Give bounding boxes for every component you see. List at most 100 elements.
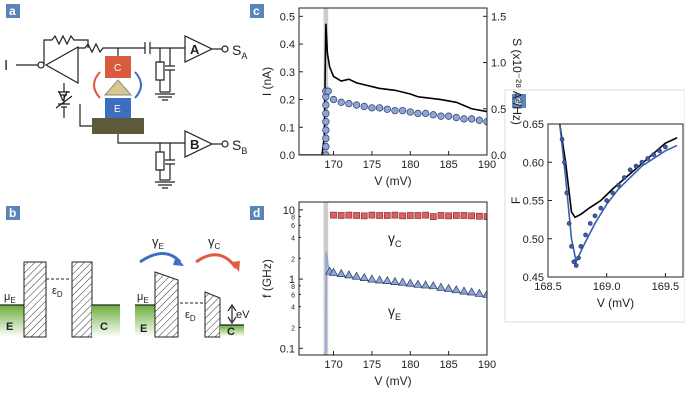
y-tick-label: 0.1 (280, 343, 295, 355)
marker (657, 148, 662, 154)
x-tick-label: 175 (363, 159, 381, 171)
label: μE (4, 291, 16, 305)
line (558, 124, 678, 219)
marker (651, 152, 657, 157)
marker (322, 134, 330, 143)
marker (352, 101, 361, 109)
annotation-sub: E (395, 312, 401, 322)
x-tick-label: 185 (439, 159, 457, 171)
marker (587, 221, 593, 226)
dot (103, 79, 133, 96)
x-tick-label: 169.0 (593, 281, 621, 293)
plot (323, 202, 487, 355)
label: E (140, 323, 147, 335)
marker (345, 211, 353, 219)
marker (368, 104, 376, 112)
marker (639, 159, 645, 165)
marker (578, 244, 584, 249)
annotation: γC (388, 230, 402, 249)
label: A (190, 42, 200, 57)
marker (328, 267, 339, 276)
marker (406, 212, 414, 219)
label: εD (52, 285, 63, 299)
x-tick-label: 168.5 (534, 281, 562, 293)
marker (324, 87, 332, 95)
marker (336, 268, 346, 277)
marker (482, 289, 487, 298)
label: eV (236, 309, 250, 321)
marker (437, 112, 445, 120)
label: C (227, 326, 235, 338)
marker (414, 109, 422, 118)
marker (576, 255, 581, 261)
marker (452, 212, 460, 219)
marker (337, 98, 345, 106)
label: E (6, 321, 13, 333)
circuit-diagram: I A SA C E V B SB (4, 34, 247, 189)
energy-diagram: μE εD E C eV γE γC μE εD E C (0, 234, 250, 338)
marker (399, 212, 406, 220)
marker (451, 285, 461, 294)
plot (558, 124, 678, 268)
x-axis-label: V (mV) (374, 174, 411, 188)
substrate (92, 118, 144, 134)
marker (663, 144, 668, 150)
marker (460, 115, 468, 123)
marker (367, 274, 377, 283)
marker (353, 212, 360, 219)
annotation: γE (388, 303, 401, 322)
marker (337, 212, 345, 219)
marker (474, 288, 484, 297)
marker (645, 156, 651, 161)
marker (467, 287, 477, 296)
panel-label: b (9, 206, 16, 220)
panel-label: e (515, 94, 522, 108)
marker (391, 211, 399, 219)
marker (398, 106, 407, 115)
marker (429, 111, 437, 119)
label: B (190, 137, 199, 152)
marker (329, 95, 338, 104)
marker (571, 259, 577, 265)
marker (566, 221, 572, 226)
label: I (4, 57, 8, 74)
label: C (114, 63, 121, 74)
marker (322, 143, 330, 151)
label: SB (232, 137, 247, 156)
x-tick-label: 180 (401, 159, 419, 171)
marker (383, 212, 391, 219)
x-tick-label: 175 (363, 359, 381, 371)
marker (376, 212, 383, 219)
marker (444, 112, 453, 120)
marker (322, 126, 330, 134)
y-tick-label: 10 (283, 205, 295, 217)
y-minor-label: 6 (291, 223, 295, 230)
x-axis-label: V (mV) (597, 296, 634, 310)
annotation-main: γ (388, 230, 395, 246)
annotation-sub: C (395, 239, 402, 249)
plot-frame (298, 7, 488, 156)
x-tick-label: 180 (401, 359, 419, 371)
label: γC (208, 234, 221, 251)
marker (322, 101, 330, 109)
marker (621, 175, 627, 180)
marker (360, 212, 368, 220)
marker (359, 272, 369, 281)
y2-tick-label: 1.5 (491, 11, 506, 23)
marker (583, 232, 588, 238)
marker (322, 118, 330, 126)
emitter-block (105, 98, 131, 118)
marker (475, 116, 483, 124)
panel-e-frame (504, 89, 685, 323)
marker (436, 282, 446, 291)
marker (405, 278, 415, 287)
annotation-main: γ (388, 303, 395, 319)
marker (468, 212, 476, 220)
y-tick-label: 0.5 (280, 11, 295, 23)
y-tick-label: 0.60 (523, 157, 544, 169)
label: γE (152, 234, 164, 251)
marker (360, 102, 368, 111)
collector-block (105, 56, 131, 78)
